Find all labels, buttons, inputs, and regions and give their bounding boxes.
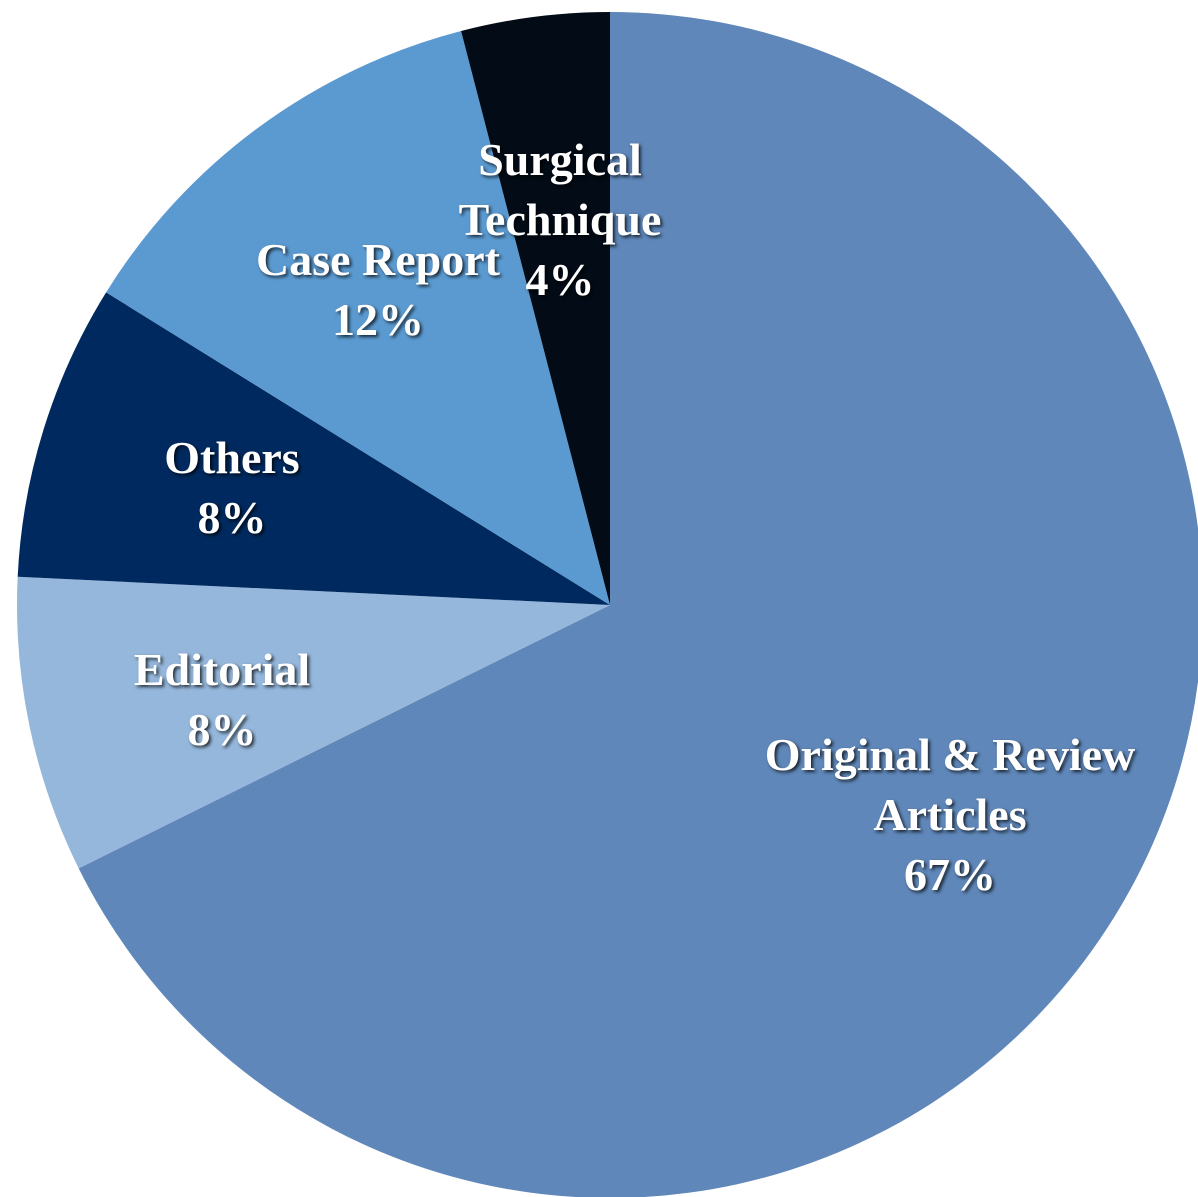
- category-label: Original & Review Articles: [764, 729, 1136, 840]
- pie-slice: [17, 292, 610, 605]
- category-label: Editorial: [133, 644, 311, 695]
- slice-label: Original & Review Articles 67%: [715, 725, 1185, 905]
- category-label: Surgical Technique: [458, 134, 662, 245]
- category-label: Case Report: [256, 234, 500, 285]
- value-label: 67%: [904, 849, 996, 900]
- slice-label: Editorial 8%: [72, 640, 372, 760]
- value-label: 8%: [197, 492, 267, 543]
- slice-label: Case Report 12%: [218, 230, 538, 350]
- pie-slice: [106, 31, 610, 606]
- slice-label: Others 8%: [82, 428, 382, 548]
- pie-slice: [461, 12, 610, 605]
- value-label: 12%: [332, 294, 424, 345]
- value-label: 8%: [187, 704, 257, 755]
- slice-label: Surgical Technique 4%: [440, 130, 680, 310]
- value-label: 4%: [525, 254, 595, 305]
- pie-slice: [78, 12, 1198, 1197]
- category-label: Others: [164, 432, 300, 483]
- pie-slice: [17, 576, 611, 869]
